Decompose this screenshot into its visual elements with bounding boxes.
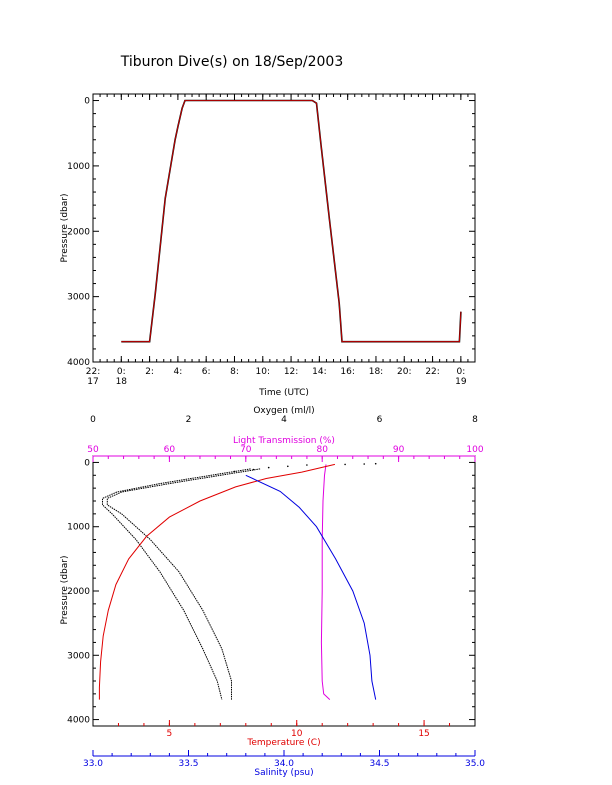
x-tick-label-day: 19 bbox=[455, 377, 467, 387]
transmission-tick-label: 80 bbox=[316, 445, 328, 455]
x-tick-label-day: 17 bbox=[87, 377, 98, 387]
y-tick-label: 2000 bbox=[67, 227, 90, 237]
salinity-profile-series bbox=[245, 474, 377, 700]
surface-point bbox=[252, 468, 255, 471]
x-tick-label: 20: bbox=[397, 367, 411, 377]
oxygen-tick-label: 0 bbox=[90, 415, 96, 425]
transmission-tick-label: 90 bbox=[393, 445, 405, 455]
oxygen-profile-series bbox=[106, 468, 261, 700]
x-tick-label: 16: bbox=[340, 367, 354, 377]
x-tick-label: 18: bbox=[369, 367, 383, 377]
oxygen-axis-label: Oxygen (ml/l) bbox=[253, 406, 314, 416]
x-tick-label: 4: bbox=[174, 367, 183, 377]
oxygen-tick-label: 8 bbox=[472, 415, 478, 425]
transmission-axis-label: Light Transmission (%) bbox=[233, 436, 335, 446]
transmission-tick-label: 60 bbox=[164, 445, 176, 455]
surface-point bbox=[287, 465, 289, 468]
x-tick-label: 12: bbox=[284, 367, 298, 377]
salinity-tick-label: 35.0 bbox=[465, 759, 485, 769]
temperature-profile-series bbox=[98, 463, 336, 700]
surface-point bbox=[233, 470, 236, 473]
y-tick-label: 1000 bbox=[67, 162, 90, 172]
y-tick-label: 0 bbox=[84, 97, 90, 107]
transmission-tick-label: 70 bbox=[240, 445, 252, 455]
salinity-tick-label: 33.0 bbox=[83, 759, 103, 769]
y-axis-label: Pressure (dbar) bbox=[60, 194, 70, 263]
y-axis-label: Pressure (dbar) bbox=[60, 556, 70, 625]
y-tick-label: 3000 bbox=[67, 293, 90, 303]
temperature-tick-label: 10 bbox=[291, 729, 303, 739]
oxygen-profile-series bbox=[102, 468, 251, 700]
surface-point bbox=[363, 463, 366, 465]
temperature-tick-label: 5 bbox=[167, 729, 173, 739]
transmission-profile-series bbox=[320, 464, 331, 700]
plot-frame bbox=[92, 455, 476, 727]
dive-track-series bbox=[121, 99, 462, 343]
y-tick-label: 0 bbox=[84, 458, 90, 468]
x-tick-label: 2: bbox=[145, 367, 154, 377]
x-tick-label: 22: bbox=[86, 367, 100, 377]
y-tick-label: 4000 bbox=[67, 716, 90, 726]
oxygen-tick-label: 6 bbox=[377, 415, 383, 425]
surface-point bbox=[374, 462, 377, 465]
transmission-tick-label: 50 bbox=[87, 445, 99, 455]
y-tick-label: 2000 bbox=[67, 587, 90, 597]
x-tick-label: 0: bbox=[117, 367, 126, 377]
x-tick-label: 22: bbox=[425, 367, 439, 377]
x-tick-label-day: 18 bbox=[116, 377, 128, 387]
x-tick-label: 10: bbox=[256, 367, 270, 377]
y-tick-label: 3000 bbox=[67, 651, 90, 661]
y-tick-label: 1000 bbox=[67, 523, 90, 533]
x-tick-label: 6: bbox=[202, 367, 211, 377]
x-tick-label: 0: bbox=[456, 367, 465, 377]
surface-point bbox=[306, 464, 308, 466]
dive-track-series bbox=[121, 100, 462, 343]
page-title: Tiburon Dive(s) on 18/Sep/2003 bbox=[120, 54, 344, 70]
oxygen-tick-label: 4 bbox=[281, 415, 287, 425]
surface-point bbox=[344, 463, 346, 466]
x-axis-label: Time (UTC) bbox=[258, 388, 309, 398]
x-tick-label: 8: bbox=[230, 367, 239, 377]
salinity-tick-label: 34.5 bbox=[369, 759, 389, 769]
x-tick-label: 14: bbox=[312, 367, 326, 377]
y-tick-label: 4000 bbox=[67, 358, 90, 368]
oxygen-tick-label: 2 bbox=[186, 415, 192, 425]
transmission-tick-label: 100 bbox=[466, 445, 483, 455]
temperature-tick-label: 15 bbox=[418, 729, 429, 739]
salinity-tick-label: 34.0 bbox=[274, 759, 294, 769]
profile-plot: 0 1000 2000 3000 4000 0 2 4 6 8 50 60 70 80 90 100 5 10 15… bbox=[60, 406, 485, 778]
salinity-tick-label: 33.5 bbox=[178, 759, 198, 769]
salinity-axis-label: Salinity (psu) bbox=[254, 768, 313, 778]
temperature-axis-label: Temperature (C) bbox=[246, 738, 320, 748]
plot-frame bbox=[92, 93, 476, 363]
surface-point bbox=[267, 466, 270, 469]
